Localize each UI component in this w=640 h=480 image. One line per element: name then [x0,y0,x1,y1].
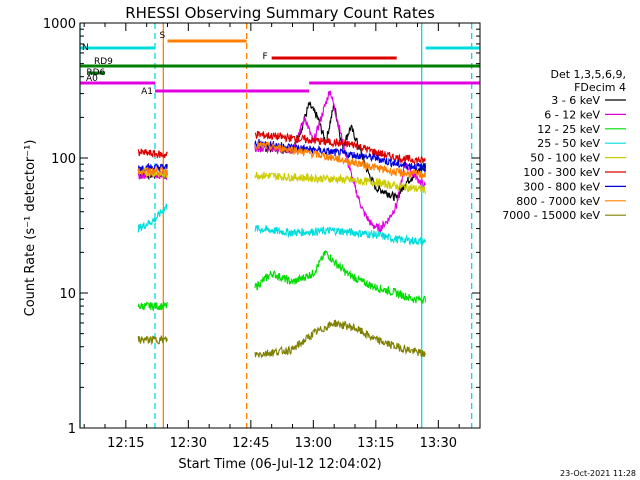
flag-label: RD6 [86,68,105,78]
y-tick-label: 1 [68,422,76,437]
legend-header: FDecim 4 [574,81,626,94]
plot-frame [79,22,481,429]
y-tick-label: 10 [59,287,76,302]
chart-title: RHESSI Observing Summary Count Rates [125,4,435,22]
series-line [137,148,168,160]
flag-label: N [82,43,89,53]
legend-label: 25 - 50 keV [537,137,600,150]
x-tick-label: 12:30 [170,436,207,451]
timestamp: 23-Oct-2021 11:28 [560,469,636,478]
legend-label: 100 - 300 keV [523,166,600,179]
series-line [137,203,168,233]
series-line [254,139,427,173]
flag-label: A1 [141,87,153,97]
series-line [254,131,427,166]
y-tick-label: 100 [51,152,76,167]
legend-label: 6 - 12 keV [544,108,600,121]
legend-label: 7000 - 15000 keV [502,209,600,222]
legend-label: 800 - 7000 keV [516,195,600,208]
series-line [137,164,168,177]
series-line [254,140,427,180]
flag-label: F [262,52,267,62]
x-tick-label: 12:45 [232,436,269,451]
flag-label: S [160,31,166,41]
legend-label: 12 - 25 keV [537,123,600,136]
legend-label: 50 - 100 keV [530,152,600,165]
flag-label: A0 [86,74,98,84]
series-line [254,319,426,359]
x-tick-label: 13:00 [295,436,332,451]
series-line [137,301,168,312]
series-line [137,169,168,181]
x-tick-label: 13:30 [420,436,457,451]
x-tick-label: 12:15 [107,436,144,451]
flag-label: RD9 [94,57,113,67]
x-tick-label: 13:15 [357,436,394,451]
legend-label: 3 - 6 keV [551,94,600,107]
series-line [254,224,427,246]
series-line [254,171,427,194]
y-axis-label: Count Rate (s⁻¹ detector⁻¹) [23,140,38,317]
x-axis-label: Start Time (06-Jul-12 12:04:02) [178,457,381,472]
axes: 1 10 100 1000 12:15 12:30 12:45 13:00 13:15 13:30 [43,17,481,451]
series-lines [137,90,427,359]
legend-header: Det 1,3,5,6,9, [550,68,626,81]
legend-label: 300 - 800 keV [523,180,600,193]
y-tick-label: 1000 [43,17,76,32]
series-line [254,249,427,304]
series-line [137,334,168,346]
